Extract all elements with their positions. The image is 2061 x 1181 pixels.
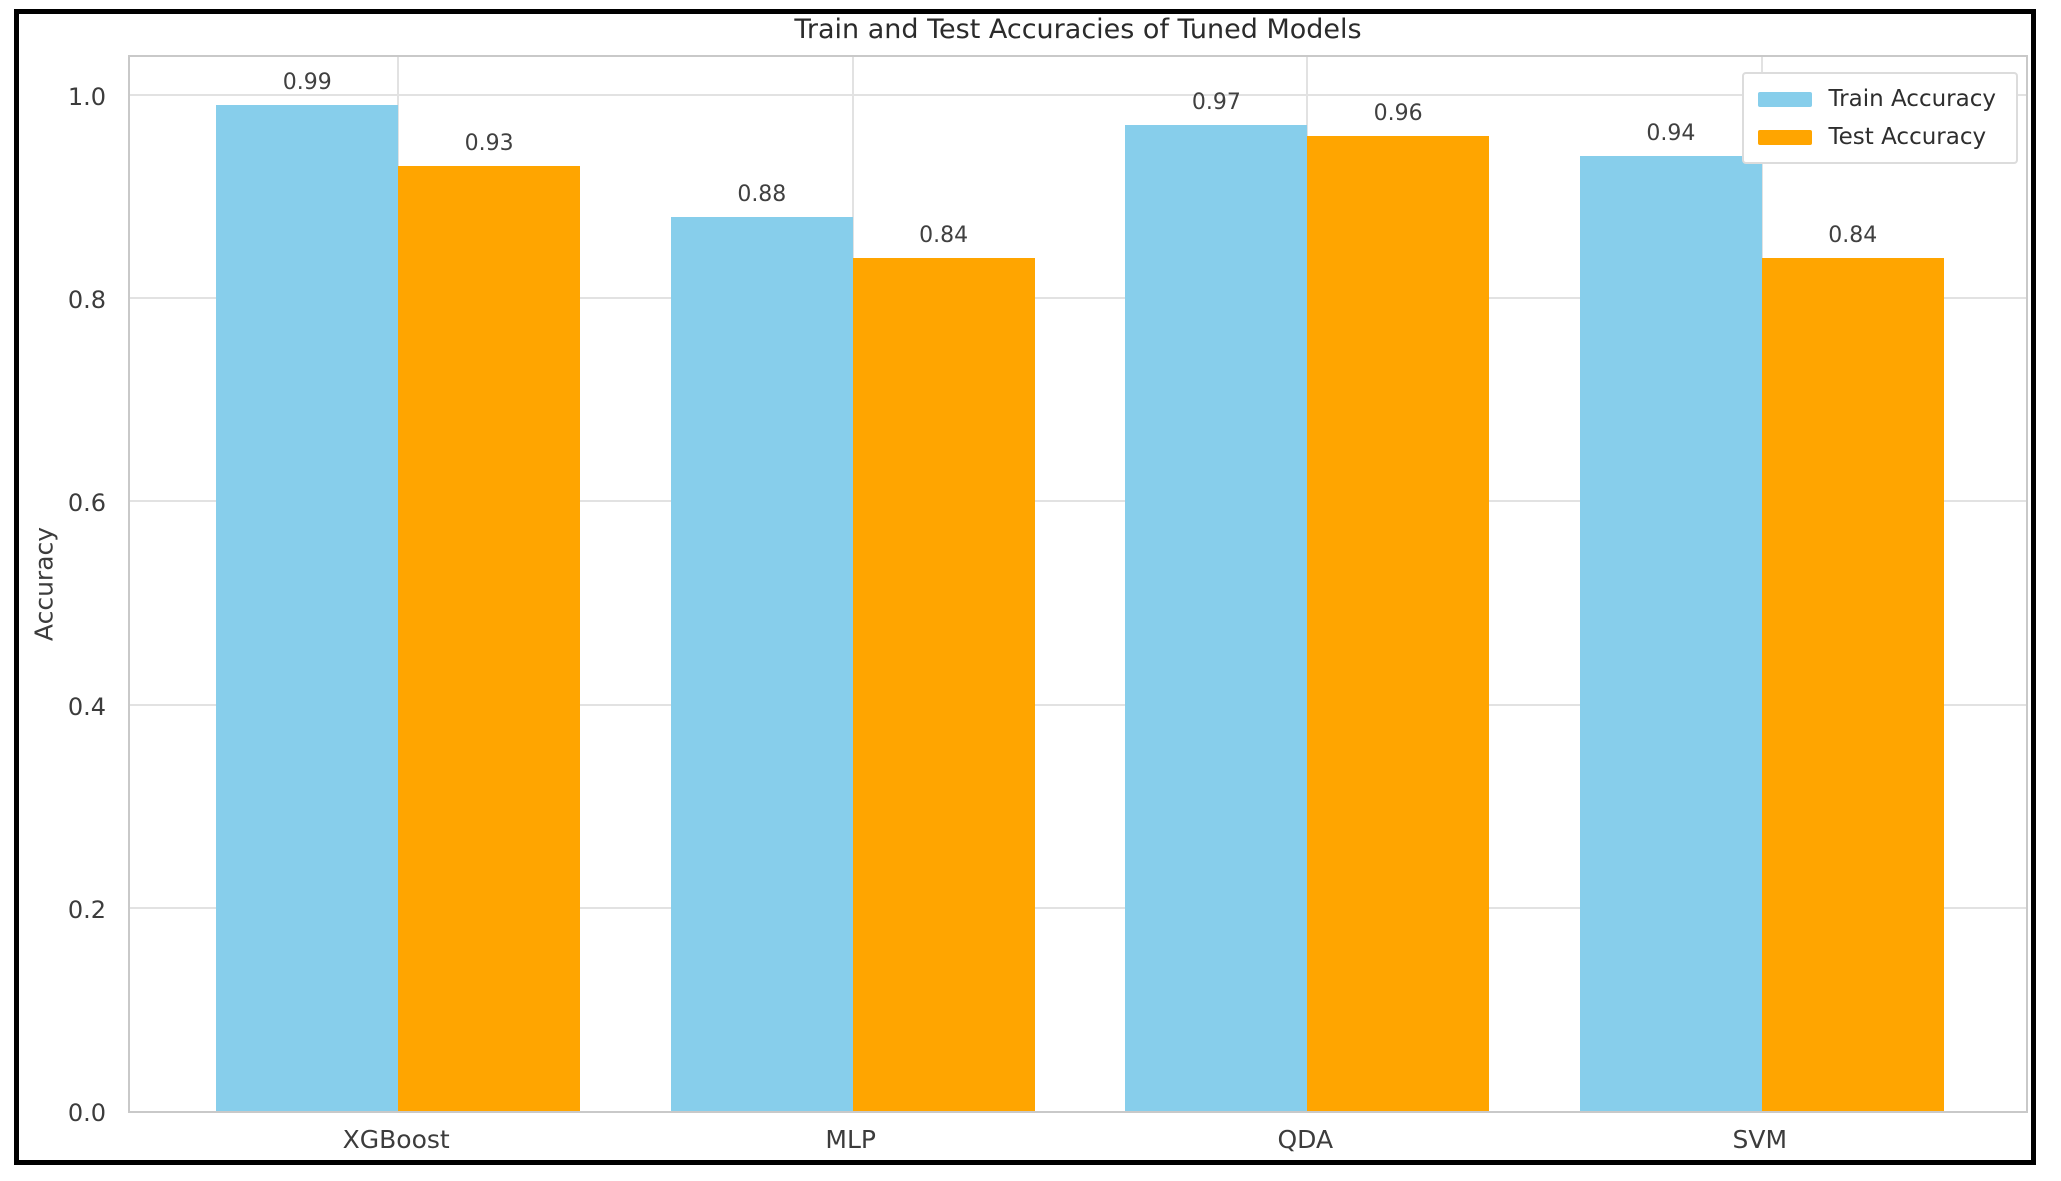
bar-value-label: 0.94 <box>1646 120 1696 146</box>
bar-train-accuracy-qda <box>1125 125 1308 1111</box>
bar-train-accuracy-xgboost <box>216 105 399 1111</box>
plot-area: Train Accuracy Test Accuracy 0.99 0.88 0.97… <box>128 55 2028 1113</box>
bar-value-label: 0.99 <box>282 70 332 96</box>
ytick-label: 0.6 <box>67 489 106 518</box>
legend: Train Accuracy Test Accuracy <box>1742 72 2018 164</box>
bar-test-accuracy-xgboost <box>398 166 580 1111</box>
legend-item-train-accuracy: Train Accuracy <box>1758 86 1996 112</box>
gridline-y-0.4 <box>130 703 2026 706</box>
bar-test-accuracy-mlp <box>852 257 1035 1111</box>
bar-value-label: 0.84 <box>919 222 969 248</box>
bar-value-label: 0.93 <box>464 131 514 157</box>
ytick-label: 0.4 <box>67 692 106 721</box>
legend-color-patch <box>1758 129 1813 145</box>
legend-item-label: Train Accuracy <box>1828 86 1996 112</box>
gridline-y-0.6 <box>130 500 2026 503</box>
legend-color-patch <box>1758 91 1813 107</box>
xtick-label-mlp: MLP <box>825 1125 877 1154</box>
xtick-label-xgboost: XGBoost <box>342 1125 450 1154</box>
xtick-label-svm: SVM <box>1732 1125 1788 1154</box>
bar-value-label: 0.88 <box>737 181 787 207</box>
ytick-label: 1.0 <box>67 82 106 111</box>
bar-train-accuracy-svm <box>1580 155 1762 1111</box>
xtick-label-qda: QDA <box>1277 1125 1334 1154</box>
gridline-y-0.8 <box>130 297 2026 300</box>
gridline-y-0.2 <box>130 906 2026 909</box>
bar-value-label: 0.96 <box>1373 100 1423 126</box>
bar-test-accuracy-qda <box>1307 135 1490 1111</box>
ytick-label: 0.2 <box>67 895 106 924</box>
ytick-label: 0.8 <box>67 286 106 315</box>
bar-value-label: 0.84 <box>1828 222 1878 248</box>
ytick-label: 0.0 <box>67 1099 106 1127</box>
gridline-y-1 <box>130 93 2026 96</box>
bar-value-label: 0.97 <box>1191 90 1241 116</box>
chart-title: Train and Test Accuracies of Tuned Model… <box>794 14 1362 45</box>
bar-test-accuracy-svm <box>1761 257 1944 1111</box>
y-axis-label: Accuracy <box>29 526 59 642</box>
bar-train-accuracy-mlp <box>670 216 853 1111</box>
legend-item-test-accuracy: Test Accuracy <box>1758 124 1996 150</box>
legend-item-label: Test Accuracy <box>1828 124 1987 150</box>
